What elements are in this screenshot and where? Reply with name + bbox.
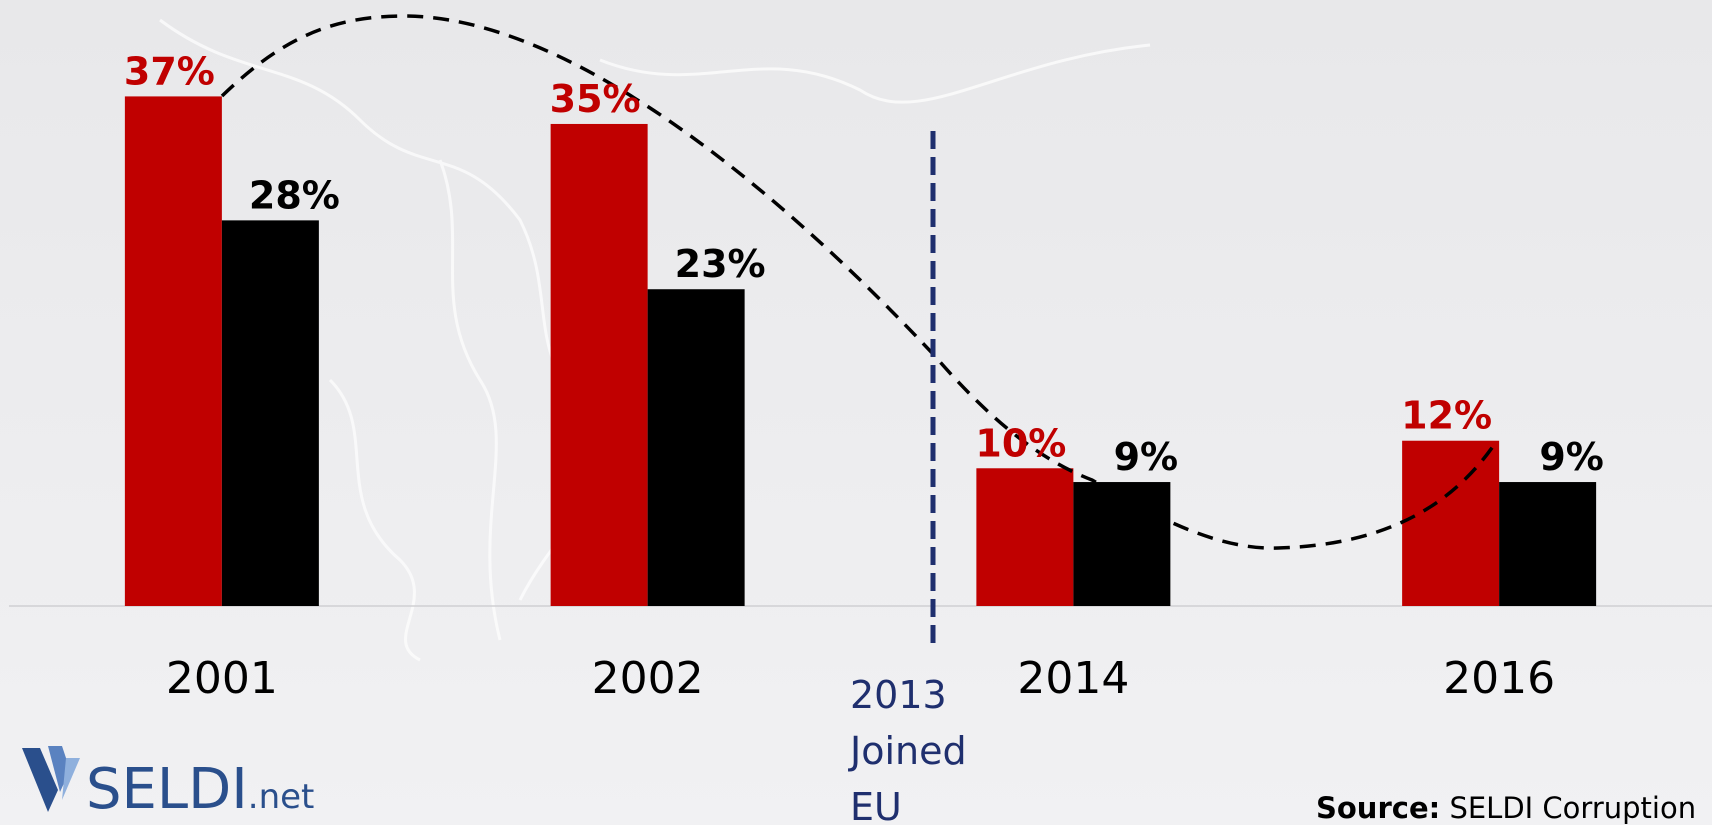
value-label: 9% [1114, 435, 1179, 479]
logo: SELDI.net [22, 746, 314, 822]
bar [221, 220, 319, 606]
bar [976, 468, 1074, 606]
trend-curve [220, 14, 1498, 550]
bar [550, 123, 648, 607]
value-label: 28% [249, 173, 340, 217]
bar [1402, 440, 1500, 606]
logo-icon [22, 748, 58, 812]
logo-text: SELDI.net [86, 757, 314, 822]
value-label: 10% [975, 421, 1066, 465]
bar [1499, 482, 1597, 606]
value-label: 23% [675, 242, 766, 286]
source-text: SELDI Corruption [1449, 791, 1696, 825]
value-label: 37% [124, 49, 215, 93]
bars [124, 96, 1597, 607]
value-label: 9% [1539, 435, 1604, 479]
source-label: Source: [1316, 791, 1440, 825]
x-tick-label: 2001 [166, 653, 278, 704]
logo-icon [62, 758, 80, 800]
bar [647, 289, 745, 606]
x-tick-label: 2014 [1017, 653, 1129, 704]
x-tick-label: 2016 [1443, 653, 1555, 704]
x-tick-label: 2002 [592, 653, 704, 704]
source: Source: SELDI Corruption [1316, 791, 1696, 825]
logo-name: SELDI [86, 757, 248, 822]
annotation: 2013 [850, 673, 947, 717]
value-label: 12% [1401, 394, 1492, 438]
logo-suffix: .net [248, 777, 315, 817]
value-label: 35% [550, 77, 641, 121]
annotation: Joined [848, 729, 967, 773]
bar [124, 96, 222, 606]
bar [1073, 482, 1171, 606]
annotation: EU [850, 785, 902, 825]
